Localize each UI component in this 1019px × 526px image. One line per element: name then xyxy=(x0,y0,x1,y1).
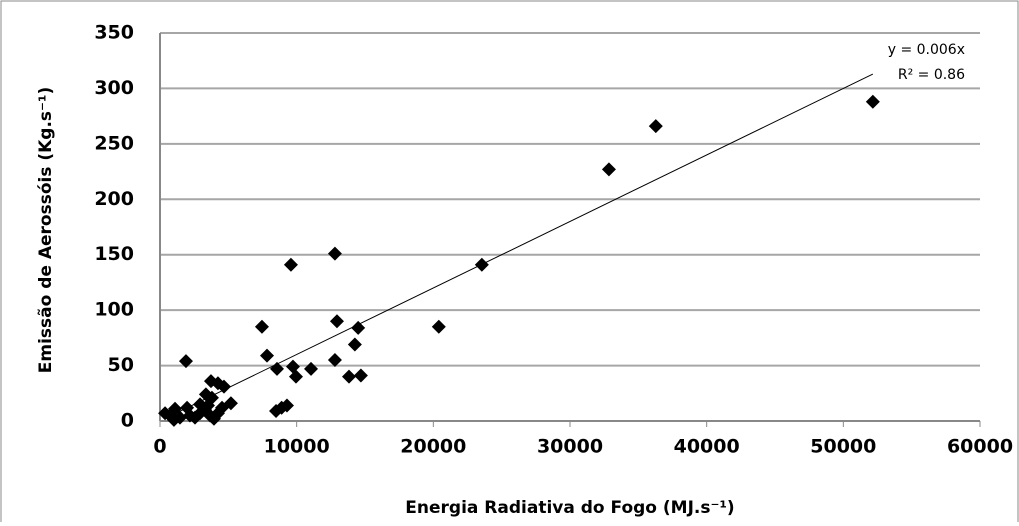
point xyxy=(304,361,319,376)
point xyxy=(353,368,368,383)
y-tick-label: 350 xyxy=(94,22,134,44)
y-tick-label: 0 xyxy=(121,410,134,432)
point xyxy=(347,337,362,352)
point xyxy=(260,348,275,363)
point xyxy=(601,162,616,177)
x-axis-title: Energia Radiativa do Fogo (MJ.s⁻¹) xyxy=(405,498,734,518)
point xyxy=(254,319,269,334)
y-tick-label: 200 xyxy=(94,188,134,210)
trend-r2: R² = 0.86 xyxy=(898,67,965,83)
point xyxy=(474,257,489,272)
x-tick-label: 40000 xyxy=(674,436,740,458)
point xyxy=(648,119,663,134)
x-tick-label: 60000 xyxy=(947,436,1013,458)
point xyxy=(327,246,342,261)
point xyxy=(342,369,357,384)
y-axis-title: Emissão de Aerossóis (Kg.s⁻¹) xyxy=(36,87,56,374)
x-tick-label: 10000 xyxy=(264,436,330,458)
point xyxy=(215,400,230,415)
point xyxy=(200,398,215,413)
point xyxy=(329,314,344,329)
point xyxy=(178,354,193,369)
y-tick-label: 250 xyxy=(94,132,134,154)
y-tick-label: 300 xyxy=(94,77,134,99)
y-tick-label: 100 xyxy=(94,299,134,321)
point xyxy=(172,410,187,425)
point xyxy=(327,353,342,368)
point xyxy=(865,94,880,109)
x-tick-label: 20000 xyxy=(400,436,466,458)
trend-equation: y = 0.006x xyxy=(888,42,965,58)
point xyxy=(274,400,289,415)
point xyxy=(288,369,303,384)
point xyxy=(431,319,446,334)
point xyxy=(351,320,366,335)
trendline xyxy=(164,73,874,419)
x-tick-label: 50000 xyxy=(810,436,876,458)
point xyxy=(269,361,284,376)
x-tick-label: 0 xyxy=(153,436,166,458)
point xyxy=(216,379,231,394)
x-tick-label: 30000 xyxy=(537,436,603,458)
point xyxy=(283,257,298,272)
y-tick-label: 150 xyxy=(94,243,134,265)
y-tick-label: 50 xyxy=(108,354,134,376)
